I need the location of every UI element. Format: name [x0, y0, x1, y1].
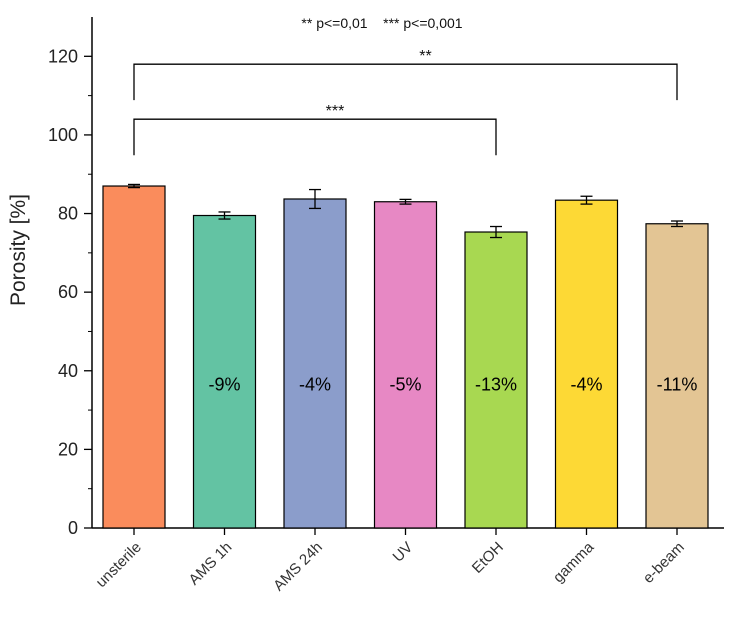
bar-value-label: -9%	[208, 374, 240, 394]
bar-e-beam	[645, 223, 709, 529]
bar-uv	[373, 201, 438, 529]
bar-etoh	[464, 231, 528, 529]
bar-unsterile	[102, 185, 166, 529]
x-tick-label: EtOH	[469, 539, 507, 577]
bar-value-label: -4%	[570, 374, 602, 394]
significance-stars: **	[419, 48, 431, 65]
bar-value-label: -5%	[389, 374, 421, 394]
bar-value-label: -4%	[299, 374, 331, 394]
y-tick-label: 80	[58, 204, 78, 224]
y-tick-label: 0	[68, 518, 78, 538]
x-tick-label: e-beam	[640, 539, 688, 587]
significance-stars: ***	[326, 103, 345, 120]
bar-value-label: -13%	[475, 374, 517, 394]
bar-ams-24h	[283, 198, 347, 529]
significance-bracket	[133, 118, 497, 156]
bar-value-label: -11%	[657, 374, 698, 394]
plot-area: 0 20 40 60 80 100 120 unsterile AMS 1h -9% AMS 24h…	[48, 17, 724, 594]
bar-gamma	[554, 199, 619, 529]
y-tick-label: 120	[48, 46, 78, 66]
y-axis-label: Porosity [%]	[7, 194, 30, 306]
y-tick-label: 60	[58, 282, 78, 302]
significance-bracket	[133, 63, 678, 101]
x-tick-label: gamma	[550, 538, 598, 586]
y-tick-label: 100	[48, 125, 78, 145]
x-tick-label: AMS 1h	[186, 539, 236, 589]
significance-note: ** p<=0,01 *** p<=0,001	[301, 15, 462, 31]
y-tick-label: 40	[58, 361, 78, 381]
y-tick-label: 20	[58, 439, 78, 459]
x-tick-label: UV	[390, 539, 417, 566]
x-tick-label: unsterile	[93, 539, 145, 591]
x-tick-label: AMS 24h	[270, 539, 326, 595]
bar-ams-1h	[192, 214, 257, 529]
